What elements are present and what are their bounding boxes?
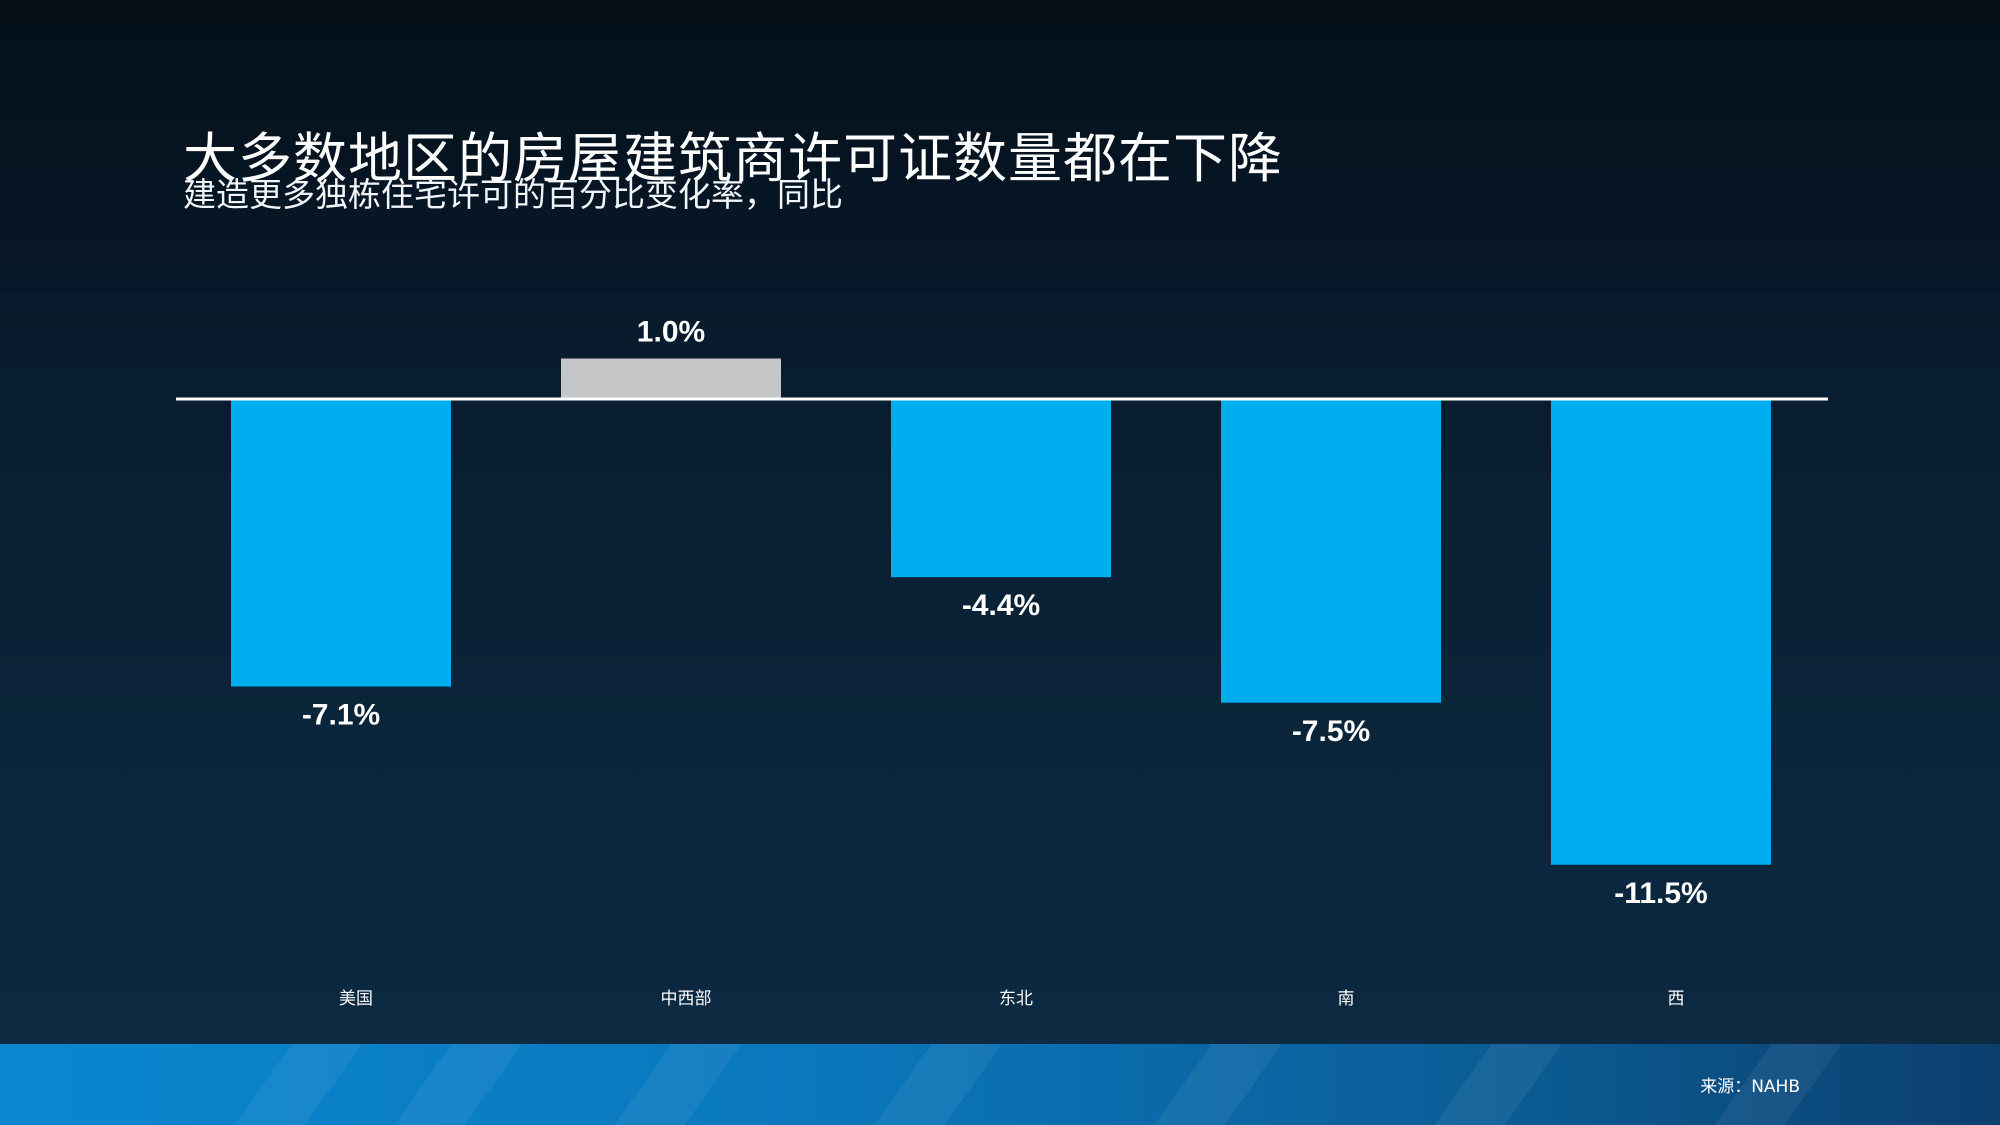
data-label: -7.5% bbox=[1292, 715, 1370, 748]
category-label: 美国 bbox=[339, 989, 373, 1009]
category-label: 东北 bbox=[999, 989, 1033, 1009]
footer-stripe bbox=[1414, 1044, 1576, 1125]
footer-stripe bbox=[1134, 1044, 1296, 1125]
footer-stripe bbox=[854, 1044, 1016, 1125]
category-label: 中西部 bbox=[661, 989, 712, 1009]
data-label: 1.0% bbox=[637, 316, 705, 349]
footer-stripe bbox=[594, 1044, 756, 1125]
category-label: 西 bbox=[1668, 989, 1685, 1009]
data-label: -7.1% bbox=[302, 699, 380, 732]
footer-bar: 来源：NAHB bbox=[0, 1044, 2000, 1125]
bar bbox=[231, 399, 451, 687]
header-band bbox=[0, 0, 2000, 292]
data-label: -4.4% bbox=[962, 589, 1040, 622]
category-label: 南 bbox=[1338, 989, 1355, 1009]
data-label: -11.5% bbox=[1614, 877, 1707, 910]
footer-stripe bbox=[374, 1044, 536, 1125]
chart-subtitle: 建造更多独栋住宅许可的百分比变化率，同比 bbox=[183, 175, 843, 214]
chart-title: 大多数地区的房屋建筑商许可证数量都在下降 bbox=[183, 127, 1283, 191]
footer-stripe bbox=[214, 1044, 376, 1125]
bar-chart: -7.1% 美国 1.0% 中西部 -4.4% 东北 -7.5% 南 -11.5% 西 bbox=[231, 316, 1771, 1009]
source-note: 来源：NAHB bbox=[1700, 1077, 1800, 1097]
bar bbox=[1221, 399, 1441, 703]
bar bbox=[1551, 399, 1771, 865]
bar bbox=[891, 399, 1111, 578]
bar bbox=[561, 358, 781, 399]
